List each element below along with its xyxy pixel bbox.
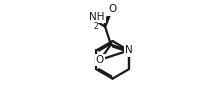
Text: O: O (96, 55, 104, 65)
Text: N: N (125, 45, 133, 55)
Text: 2: 2 (94, 22, 99, 31)
Text: O: O (108, 4, 116, 14)
Text: NH: NH (89, 12, 105, 22)
